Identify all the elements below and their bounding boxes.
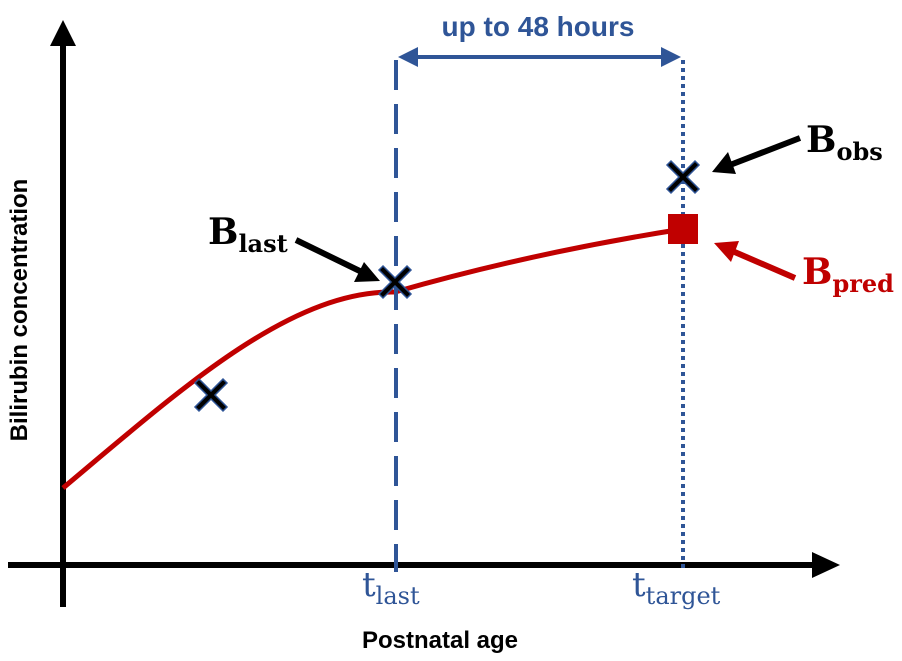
x-axis-label: Postnatal age bbox=[362, 627, 518, 654]
b-pred-main: B bbox=[802, 251, 832, 293]
interval-arrow-left-head bbox=[398, 47, 418, 67]
x-axis-arrowhead bbox=[812, 552, 840, 578]
b-obs-label: Bobs bbox=[806, 119, 883, 166]
t-target-label: ttarget bbox=[632, 565, 721, 610]
interval-arrow-right-head bbox=[661, 47, 681, 67]
b-pred-label: Bpred bbox=[802, 251, 894, 298]
interval-label: up to 48 hours bbox=[442, 11, 635, 42]
y-axis-label: Bilirubin concentration bbox=[6, 179, 33, 442]
b-pred-pointer-head bbox=[714, 241, 739, 262]
axes bbox=[8, 20, 840, 607]
t-last-sub: last bbox=[376, 582, 420, 610]
predicted-marker bbox=[668, 214, 698, 244]
observation-marker-last bbox=[377, 264, 413, 300]
b-obs-main: B bbox=[806, 119, 836, 161]
b-last-sub: last bbox=[238, 229, 287, 258]
b-last-main: B bbox=[208, 211, 238, 253]
b-last-pointer-arrow bbox=[294, 237, 370, 278]
b-last-pointer-head bbox=[354, 262, 380, 282]
y-axis-arrowhead bbox=[50, 20, 76, 46]
b-pred-sub: pred bbox=[832, 269, 894, 298]
t-last-main: t bbox=[362, 565, 376, 605]
b-obs-sub: obs bbox=[836, 137, 882, 166]
t-last-label: tlast bbox=[362, 565, 420, 610]
b-obs-pointer-arrow bbox=[728, 135, 802, 168]
t-target-sub: target bbox=[646, 582, 721, 610]
b-obs-pointer-head bbox=[712, 152, 736, 174]
observation-marker-obs bbox=[665, 159, 701, 195]
observation-marker-1 bbox=[193, 377, 229, 413]
t-target-main: t bbox=[632, 565, 646, 605]
bilirubin-curve bbox=[61, 226, 684, 490]
b-pred-pointer-arrow bbox=[728, 247, 797, 281]
b-last-label: Blast bbox=[208, 211, 288, 258]
